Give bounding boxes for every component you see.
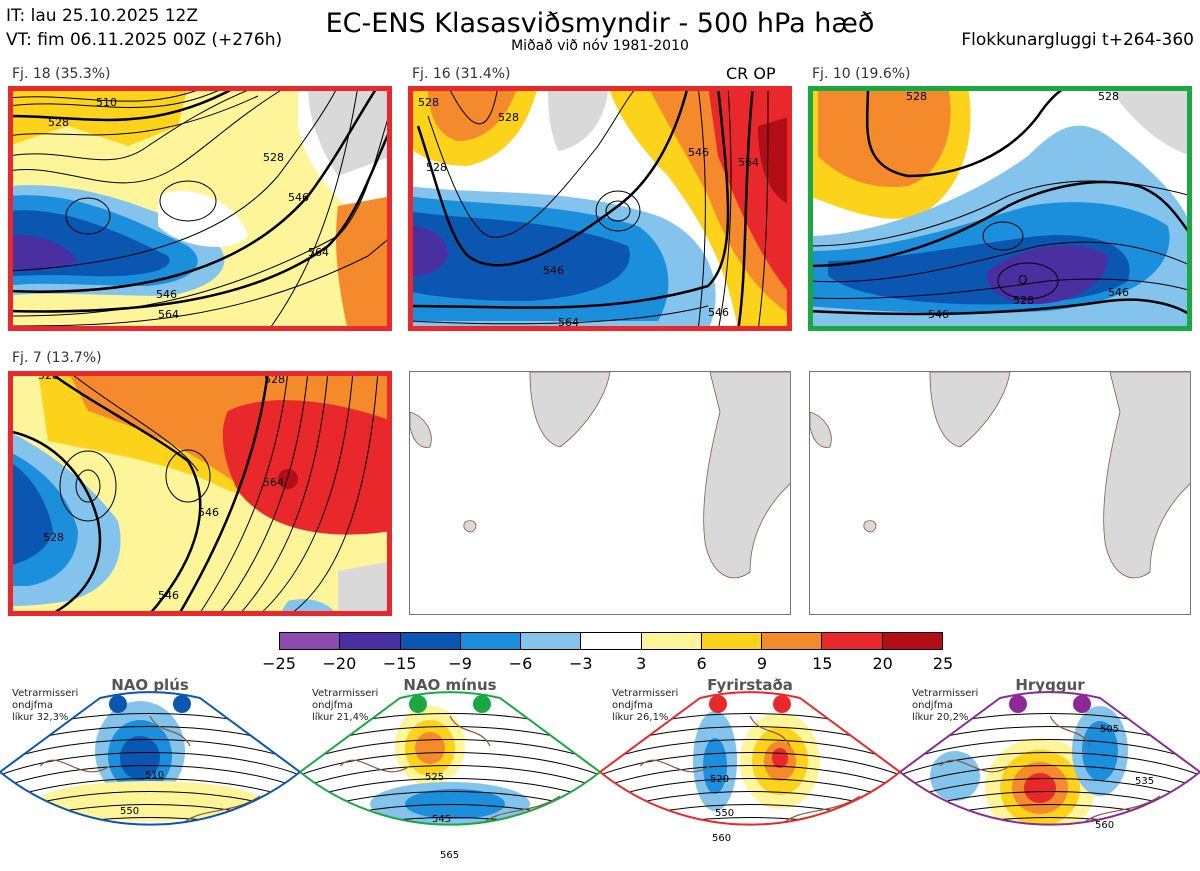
regime-note: Vetrarmisseri ondjfma líkur 20,2% [912, 688, 979, 723]
colorbar-swatch [340, 633, 401, 649]
regime-title: NAO mínus [403, 676, 497, 694]
contour-label: 528 [1098, 90, 1119, 103]
contour-label: 528 [264, 373, 285, 386]
colorbar-swatch [280, 633, 341, 649]
colorbar-swatch [762, 633, 823, 649]
cluster-label-2: Fj. 16 (31.4%) [412, 66, 511, 82]
regime-contour-label: 560 [1095, 820, 1114, 831]
regime-note: Vetrarmisseri ondjfma líkur 26,1% [612, 688, 679, 723]
colorbar-swatch [882, 633, 942, 649]
regime-contour-label: 550 [715, 808, 734, 819]
regime-contour-label: 565 [440, 850, 459, 861]
colorbar-swatch [581, 633, 642, 649]
colorbar-swatch [460, 633, 522, 649]
contour-label: 546 [1108, 286, 1129, 299]
regime-contour-label: 520 [710, 774, 729, 785]
contour-label: 510 [96, 96, 117, 109]
contour-label: 546 [198, 506, 219, 519]
page-subtitle: Miðað við nóv 1981-2010 [511, 38, 689, 54]
cluster-map-4: 528 528 528 546 564 546 [8, 371, 392, 616]
regime-4: 505 535 560 Hryggur Vetrarmisseri ondjfma lí… [900, 676, 1200, 871]
regime-2: 525 545 565 NAO mínus Vetrarmisseri ondjfma… [300, 676, 600, 871]
contour-label: 564 [263, 476, 284, 489]
valid-time: VT: fim 06.11.2025 00Z (+276h) [6, 30, 283, 50]
contour-label: 528 [48, 116, 69, 129]
colorbar-tick-label: −15 [382, 654, 417, 673]
regime-title: Fyrirstaða [707, 676, 793, 694]
colorbar-tick-label: 6 [696, 654, 707, 673]
cluster-tag: CR OP [726, 64, 776, 83]
colorbar-boxes [279, 632, 943, 650]
contour-label: 528 [418, 96, 439, 109]
colorbar-swatch [822, 633, 883, 649]
colorbar-tick-label: 9 [756, 654, 767, 673]
colorbar-tick-label: −6 [508, 654, 533, 673]
contour-label: 564 [158, 308, 179, 321]
contour-label: 528 [43, 531, 64, 544]
regime-title: NAO plús [111, 676, 189, 694]
colorbar-swatch [641, 633, 702, 649]
regime-title: Hryggur [1015, 676, 1085, 694]
colorbar-tick-label: 20 [872, 654, 893, 673]
contour-label: 546 [158, 589, 179, 602]
issue-time: IT: lau 25.10.2025 12Z [6, 6, 198, 26]
colorbar-tick-label: 15 [812, 654, 833, 673]
regime-note: Vetrarmisseri ondjfma líkur 32,3% [12, 688, 79, 723]
contour-label: 564 [558, 316, 579, 329]
regime-contour-label: 535 [1135, 776, 1154, 787]
colorbar-tick-label: −9 [448, 654, 472, 673]
regime-contour-label: 560 [712, 833, 731, 844]
contour-label: 528 [1013, 294, 1034, 307]
low-marker: O [1018, 273, 1027, 287]
contour-label: 546 [543, 264, 564, 277]
header-info: IT: lau 25.10.2025 12Z VT: fim 06.11.202… [6, 4, 282, 52]
contour-label: 546 [928, 308, 949, 321]
cluster-border-1 [8, 86, 392, 331]
contour-label: 528 [498, 111, 519, 124]
colorbar-swatch [701, 633, 763, 649]
empty-map-2 [809, 371, 1191, 615]
cluster-map-2: 528 528 528 546 564 564 546 546 [408, 86, 792, 331]
colorbar: −25 −20 −15 −9 −6 −3 3 6 9 15 20 25 [262, 632, 953, 682]
regime-contour-label: 505 [1100, 724, 1119, 735]
contour-label: 546 [156, 288, 177, 301]
regime-contour-label: 510 [145, 770, 164, 781]
colorbar-swatch [521, 633, 582, 649]
regime-contour-label: 550 [120, 806, 139, 817]
regime-note: Vetrarmisseri ondjfma líkur 21,4% [312, 688, 379, 723]
page-title: EC-ENS Klasasviðsmyndir - 500 hPa hæð [325, 8, 875, 39]
contour-label: 528 [906, 90, 927, 103]
contour-label: 528 [263, 151, 284, 164]
regime-contour-label: 525 [425, 772, 444, 783]
colorbar-swatch [400, 633, 461, 649]
classification-window: Flokkunargluggi t+264-360 [961, 30, 1194, 50]
cluster-map-3: 528 528 546 528 546 O [808, 86, 1192, 331]
empty-map-1 [409, 371, 791, 615]
contour-label: 564 [738, 156, 759, 169]
contour-label: 528 [426, 161, 447, 174]
colorbar-tick-label: −3 [569, 654, 593, 673]
cluster-border-4 [8, 371, 392, 616]
contour-label: 564 [308, 246, 329, 259]
colorbar-tick-label: 3 [636, 654, 647, 673]
cluster-label-3: Fj. 10 (19.6%) [812, 66, 911, 82]
cluster-label-1: Fj. 18 (35.3%) [12, 66, 111, 82]
regime-3: 520 550 560 Fyrirstaða Vetrarmisseri ondjfm… [600, 676, 900, 871]
regime-contour-label: 545 [432, 814, 451, 825]
cluster-border-3 [808, 86, 1192, 331]
colorbar-tick-label: −25 [262, 654, 296, 673]
contour-label: 546 [288, 191, 309, 204]
cluster-map-1: 510 528 528 546 546 564 564 [8, 86, 392, 331]
colorbar-tick-label: 25 [932, 654, 954, 673]
contour-label: 528 [38, 371, 59, 382]
colorbar-tick-label: −20 [322, 654, 357, 673]
regime-1: 510 550 NAO plús Vetrarmisseri ondjfma líku… [0, 676, 300, 871]
cluster-border-2 [408, 86, 792, 331]
contour-label: 546 [708, 306, 729, 319]
contour-label: 546 [688, 146, 709, 159]
cluster-label-4: Fj. 7 (13.7%) [12, 350, 102, 366]
